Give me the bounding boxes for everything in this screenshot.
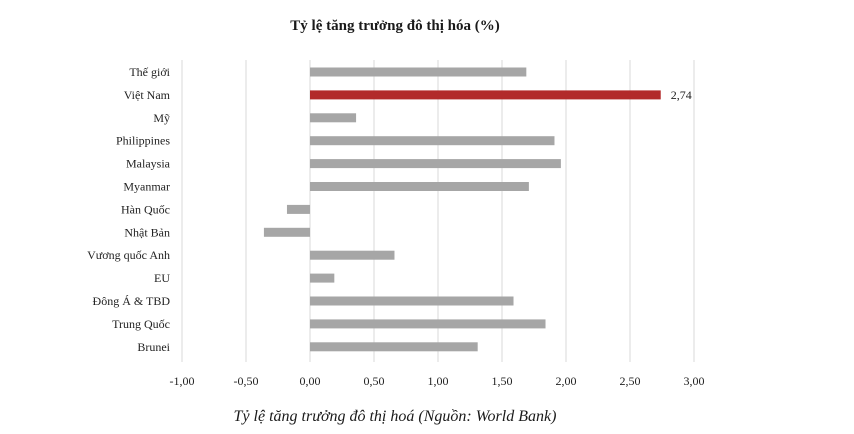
- category-labels: Thế giới Việt Nam Mỹ Philippines Malaysia Mya…: [87, 65, 171, 354]
- chart-caption: Tỷ lệ tăng trưởng đô thị hoá (Nguồn: Wor…: [233, 408, 557, 425]
- bar: [310, 159, 561, 169]
- bar: [310, 273, 335, 283]
- bars: 2,74: [263, 67, 692, 352]
- grid-lines: [181, 60, 695, 362]
- bar: [310, 136, 555, 146]
- bar: [310, 342, 478, 352]
- x-tick-label: 1,50: [492, 374, 513, 388]
- category-label: Đông Á & TBD: [93, 294, 171, 308]
- x-axis-ticks: -1,00 -0,50 0,00 0,50 1,00 1,50 2,00 2,50 3,00: [170, 374, 705, 388]
- bar: [310, 296, 514, 306]
- bar: [310, 67, 527, 77]
- bar: [310, 113, 357, 123]
- data-label: 2,74: [671, 88, 692, 102]
- x-tick-label: 2,00: [556, 374, 577, 388]
- category-label: Hàn Quốc: [121, 202, 170, 216]
- x-tick-label: 0,00: [300, 374, 321, 388]
- category-label: Malaysia: [126, 157, 171, 171]
- bar: [310, 250, 395, 260]
- category-label: Brunei: [137, 340, 170, 354]
- category-label: Myanmar: [123, 180, 170, 194]
- x-tick-label: 1,00: [428, 374, 449, 388]
- chart-title: Tỷ lệ tăng trưởng đô thị hóa (%): [290, 18, 500, 34]
- category-label: Nhật Bản: [124, 225, 170, 239]
- bar: [310, 182, 529, 191]
- category-label: Philippines: [116, 134, 170, 148]
- x-tick-label: -0,50: [234, 374, 259, 388]
- category-label: EU: [154, 271, 170, 285]
- category-label: Vương quốc Anh: [87, 248, 170, 262]
- bar: [310, 90, 661, 100]
- bar: [263, 227, 310, 237]
- x-tick-label: 2,50: [620, 374, 641, 388]
- category-label: Thế giới: [129, 65, 170, 79]
- x-tick-label: -1,00: [170, 374, 195, 388]
- bar: [286, 204, 310, 214]
- category-label: Mỹ: [153, 111, 170, 125]
- x-tick-label: 0,50: [364, 374, 385, 388]
- bar: [310, 319, 546, 329]
- x-tick-label: 3,00: [684, 374, 705, 388]
- category-label: Trung Quốc: [112, 317, 170, 331]
- category-label: Việt Nam: [124, 88, 171, 102]
